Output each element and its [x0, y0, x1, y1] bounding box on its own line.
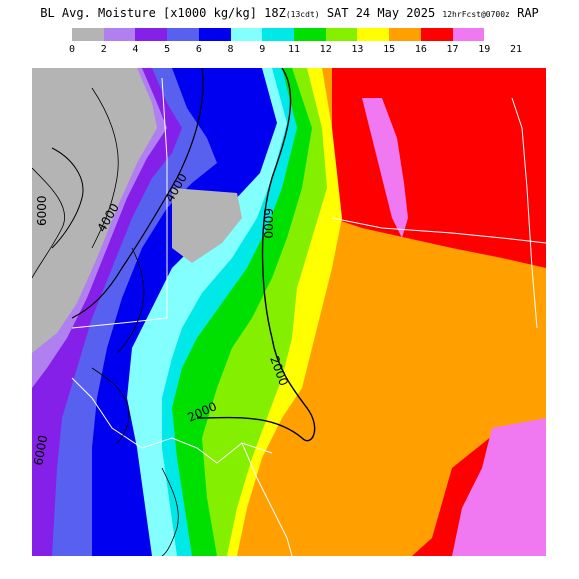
contour-label: 6000: [261, 208, 275, 239]
legend-level-label: 12: [319, 44, 332, 55]
color-legend: 0 2 4 5 6 8 9 11 12 13 15 16 17 19 21: [69, 28, 522, 58]
legend-swatch: [198, 28, 231, 41]
legend-swatch: [294, 28, 326, 41]
state-border-3: [511, 97, 538, 329]
legend-level-label: 0: [68, 44, 76, 55]
band-gray: [32, 68, 157, 353]
moisture-map: 6000 4000 4000 6000 2000 2000 6000: [32, 68, 546, 556]
legend-swatch: [230, 28, 263, 41]
legend-swatch: [389, 28, 421, 41]
state-border-1: [71, 77, 168, 329]
title-model: RAP: [517, 6, 539, 20]
terrain-contour-west2: [91, 87, 119, 249]
legend-level-label: 2: [100, 44, 107, 55]
state-border-2: [331, 217, 546, 244]
legend-level-label: 4: [132, 44, 139, 55]
legend-swatch: [262, 28, 294, 41]
state-border-4: [71, 377, 273, 464]
map-title: BL Avg. Moisture [x1000 kg/kg] 18Z(13cdt…: [0, 6, 579, 20]
legend-level-label: 6: [195, 44, 202, 55]
title-run: 12hrFcst@0700z: [442, 10, 510, 19]
terrain-contour-2000: [196, 68, 316, 442]
title-main: BL Avg. Moisture [x1000 kg/kg] 18Z: [40, 6, 286, 20]
legend-swatch: [103, 28, 136, 41]
legend-swatch: [357, 28, 390, 41]
legend-swatch: [420, 28, 453, 41]
contour-label: 6000: [32, 434, 50, 467]
band-gray-plateau: [172, 188, 242, 263]
legend-level-label: 19: [478, 44, 491, 55]
terrain-contour-southwest: [91, 367, 130, 444]
legend-swatch: [135, 28, 168, 41]
contour-label: 6000: [35, 195, 49, 226]
state-border-5: [241, 442, 293, 556]
terrain-contour-west: [32, 167, 65, 279]
title-date: SAT 24 May 2025: [326, 6, 436, 20]
legend-level-label: 8: [227, 44, 234, 55]
legend-level-label: 21: [509, 44, 523, 55]
band-pink-north: [362, 98, 408, 238]
legend-level-label: 15: [383, 44, 396, 55]
legend-swatch: [325, 28, 358, 41]
legend-level-label: 13: [351, 44, 364, 55]
band-pink-southeast: [452, 418, 546, 556]
legend-level-label: 9: [259, 44, 266, 55]
terrain-contour-mid: [116, 247, 145, 354]
legend-level-label: 5: [164, 44, 171, 55]
legend-level-label: 16: [414, 44, 427, 55]
legend-level-label: 17: [446, 44, 459, 55]
title-local-time: (13cdt): [285, 10, 320, 19]
legend-swatch: [72, 28, 104, 41]
legend-level-label: 11: [287, 44, 301, 55]
terrain-contour-4000: [71, 68, 204, 319]
terrain-contour-6000: [51, 147, 84, 249]
terrain-contour-south: [161, 467, 179, 556]
legend-swatch: [452, 28, 485, 41]
legend-swatch: [167, 28, 199, 41]
